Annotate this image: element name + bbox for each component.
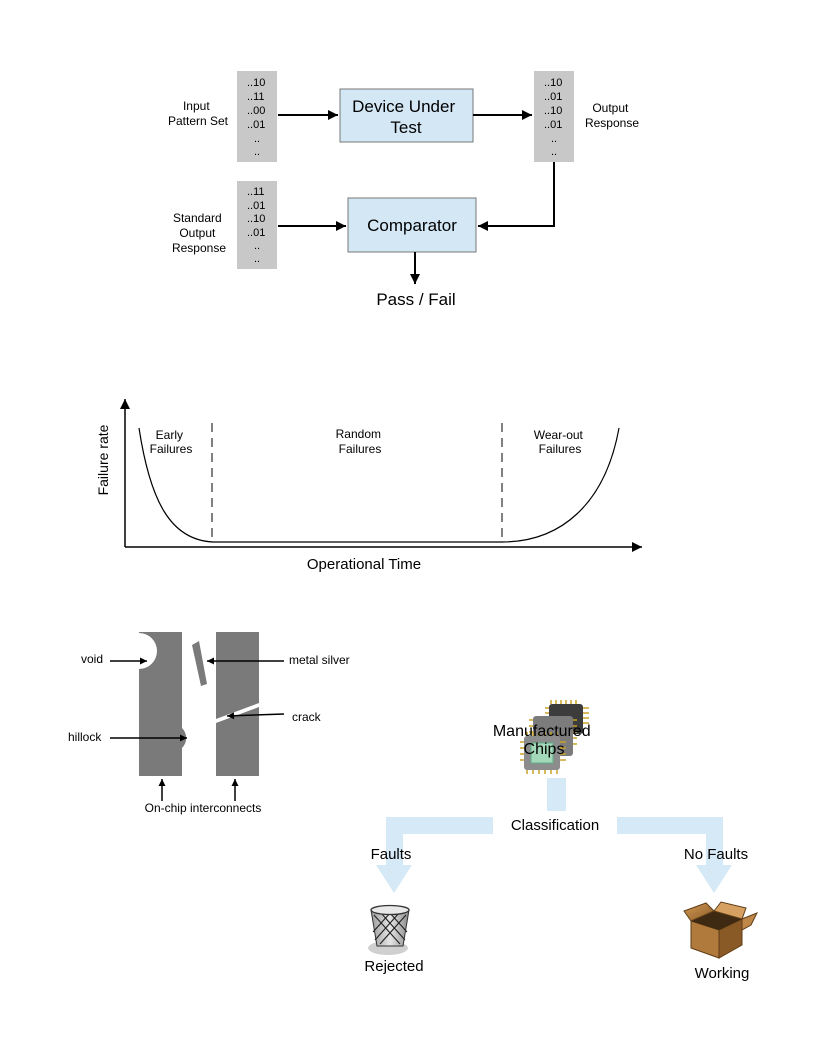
x-axis-label: Operational Time bbox=[307, 556, 421, 573]
working-label: Working bbox=[695, 965, 750, 982]
comparator-block: Comparator bbox=[347, 197, 477, 253]
trash-bin-icon bbox=[368, 904, 410, 955]
dut-box bbox=[339, 88, 474, 143]
rejected-label: Rejected bbox=[364, 958, 423, 975]
standard-pattern-box bbox=[237, 181, 277, 269]
dut-label: Device Under Test bbox=[352, 97, 460, 137]
random-failures-label: Random Failures bbox=[336, 427, 385, 456]
classification-label: Classification bbox=[511, 817, 599, 834]
y-axis-label: Failure rate bbox=[95, 424, 111, 495]
manufactured-chips-label: Manufactured Chips bbox=[493, 723, 595, 758]
failure-rate-curve bbox=[138, 427, 620, 543]
dut-block: Device Under Test bbox=[339, 88, 474, 143]
metal-silver-sliver bbox=[192, 641, 207, 686]
no-faults-label: No Faults bbox=[684, 846, 748, 863]
test-flow-diagram: Input Pattern Set ..10 ..11 ..00 ..01 ..… bbox=[168, 71, 639, 309]
hillock-label: hillock bbox=[68, 730, 102, 744]
void-label: void bbox=[81, 652, 103, 666]
metal-silver-label: metal silver bbox=[289, 653, 350, 667]
early-failures-label: Early Failures bbox=[150, 428, 193, 456]
right-interconnect bbox=[216, 632, 259, 776]
standard-pattern-values: ..11 ..01 ..10 ..01 .. .. bbox=[247, 186, 268, 265]
interconnects-caption: On-chip interconnects bbox=[145, 801, 262, 815]
output-pattern-box bbox=[534, 71, 574, 162]
comparator-box bbox=[347, 197, 477, 253]
chips-icon bbox=[520, 700, 589, 774]
left-interconnect bbox=[139, 632, 187, 776]
input-pattern-box bbox=[237, 71, 277, 162]
input-pattern-label: Input Pattern Set bbox=[168, 99, 229, 128]
faults-arrow-head bbox=[376, 865, 412, 893]
comparator-label: Comparator bbox=[367, 216, 457, 235]
input-pattern-block: ..10 ..11 ..00 ..01 .. .. bbox=[237, 71, 277, 162]
cardboard-box-icon bbox=[683, 901, 759, 959]
input-pattern-values: ..10 ..11 ..00 ..01 .. .. bbox=[247, 77, 268, 158]
pass-fail-label: Pass / Fail bbox=[376, 290, 455, 309]
output-pattern-block: ..10 ..01 ..10 ..01 .. .. bbox=[534, 71, 574, 162]
classification-flow bbox=[376, 778, 732, 893]
classification-diagram: Manufactured Chips Classification Faults… bbox=[364, 700, 759, 982]
no-faults-arrow-head bbox=[696, 865, 732, 893]
output-pattern-values: ..10 ..01 ..10 ..01 .. .. bbox=[544, 77, 565, 158]
output-to-comparator-arrow bbox=[478, 162, 555, 231]
crack-label: crack bbox=[292, 710, 322, 724]
crack-arrow bbox=[226, 712, 285, 720]
interconnects-diagram: void hillock metal silver crack On-chip … bbox=[68, 632, 350, 815]
standard-pattern-block: ..11 ..01 ..10 ..01 .. .. bbox=[237, 181, 277, 269]
crack-gap bbox=[216, 703, 259, 723]
standard-output-label: Standard Output Response bbox=[172, 211, 226, 255]
bathtub-curve-diagram: Failure rate Operational Time Early Fail… bbox=[95, 399, 642, 573]
output-response-label: Output Response bbox=[585, 101, 639, 130]
faults-label: Faults bbox=[371, 846, 412, 863]
wear-out-failures-label: Wear-out Failures bbox=[534, 428, 586, 456]
